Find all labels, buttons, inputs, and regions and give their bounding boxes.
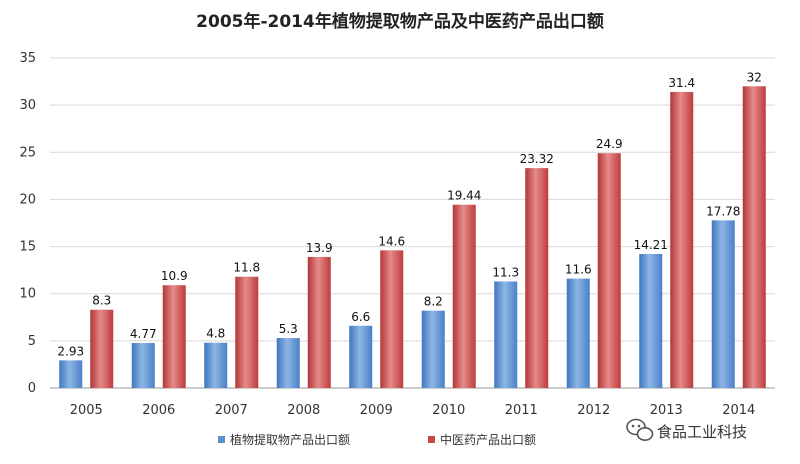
bar-plant-extract [59,360,83,388]
y-tick-label: 5 [28,334,36,349]
bar-plant-extract [711,220,735,388]
watermark: 食品工业科技 [626,418,747,441]
data-label-plant-extract: 2.93 [57,344,84,358]
bar-tcm-product [597,153,621,388]
y-tick-label: 0 [28,381,36,396]
y-tick-label: 35 [19,51,36,66]
x-tick-label: 2005 [70,403,103,418]
bar-plant-extract [566,278,590,388]
data-label-tcm-product: 23.32 [520,152,554,166]
data-label-plant-extract: 4.8 [206,327,225,341]
gridlines [50,57,775,389]
x-tick-label: 2011 [505,403,538,418]
legend: 植物提取物产品出口额 中医药产品出口额 [218,432,536,447]
legend-swatch [428,436,435,443]
bar-plant-extract [494,281,518,388]
data-label-tcm-product: 13.9 [306,241,333,255]
data-label-tcm-product: 8.3 [92,294,111,308]
bar-tcm-product [162,285,186,388]
bar-tcm-product [670,91,694,388]
bar-tcm-product [235,276,259,388]
bar-tcm-product [380,250,404,388]
data-label-tcm-product: 14.6 [378,234,405,248]
watermark-text: 食品工业科技 [657,423,747,441]
chart-title: 2005年-2014年植物提取物产品及中医药产品出口额 [196,11,604,32]
legend-label: 中医药产品出口额 [440,432,536,447]
bar-tcm-product [307,256,331,388]
data-label-plant-extract: 8.2 [424,295,443,309]
bar-tcm-product [452,204,476,388]
data-label-plant-extract: 5.3 [279,322,298,336]
y-axis-ticks: 0 5 10 15 20 25 30 35 [19,51,36,396]
bar-tcm-product [525,168,549,388]
x-tick-label: 2012 [577,403,610,418]
data-label-tcm-product: 11.8 [233,261,260,275]
x-tick-label: 2013 [650,403,683,418]
x-tick-label: 2009 [360,403,393,418]
bars [59,86,766,389]
y-tick-label: 15 [19,240,36,255]
data-label-tcm-product: 32 [747,70,762,84]
x-axis-ticks: 2005 2006 2007 2008 2009 2010 2011 2012 2013 2014 [70,403,756,418]
data-label-plant-extract: 4.77 [130,327,157,341]
bar-plant-extract [349,325,373,388]
data-label-tcm-product: 31.4 [668,76,695,90]
legend-swatch [218,436,225,443]
y-tick-label: 30 [19,98,36,113]
data-label-plant-extract: 11.3 [492,265,519,279]
x-tick-label: 2014 [722,403,755,418]
bar-tcm-product [742,86,766,389]
data-label-tcm-product: 19.44 [447,189,481,203]
data-label-tcm-product: 10.9 [161,269,188,283]
bar-plant-extract [276,338,300,388]
y-tick-label: 10 [19,287,36,302]
wechat-icon [626,418,654,441]
x-tick-label: 2010 [432,403,465,418]
data-label-tcm-product: 24.9 [596,137,623,151]
x-tick-label: 2007 [215,403,248,418]
bar-plant-extract [421,310,445,388]
data-label-plant-extract: 6.6 [351,310,370,324]
bar-plant-extract [131,343,155,388]
x-tick-label: 2006 [142,403,175,418]
bar-tcm-product [90,309,114,388]
bar-plant-extract [204,342,228,388]
bar-plant-extract [639,254,663,388]
y-tick-label: 20 [19,192,36,207]
data-label-plant-extract: 11.6 [565,263,592,277]
legend-label: 植物提取物产品出口额 [230,432,350,447]
data-labels: 2.93 8.3 4.77 10.9 4.8 11.8 5.3 13.9 6.6 14.6 8.2 1… [57,70,762,358]
y-tick-label: 25 [19,145,36,160]
data-label-plant-extract: 14.21 [634,238,668,252]
data-label-plant-extract: 17.78 [706,204,740,218]
x-tick-label: 2008 [287,403,320,418]
